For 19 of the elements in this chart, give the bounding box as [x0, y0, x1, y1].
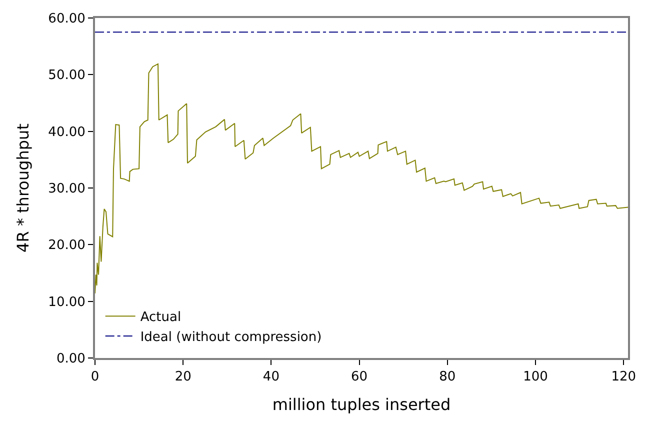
y-tick-label: 50.00	[48, 68, 86, 84]
y-tick-label: 60.00	[48, 12, 86, 27]
y-axis-title: 4R * throughput	[14, 124, 33, 252]
x-tick-label: 100	[523, 370, 548, 385]
y-tick-label: 0.00	[56, 352, 86, 367]
line-series	[95, 63, 628, 294]
legend-label: Actual	[140, 310, 182, 326]
x-tick-label: 20	[174, 370, 192, 385]
x-tick-label: 40	[262, 370, 280, 385]
y-tick-label: 30.00	[48, 182, 86, 197]
y-tick-label: 20.00	[48, 238, 86, 254]
x-tick-label: 120	[611, 370, 636, 385]
x-tick-label: 0	[90, 370, 100, 385]
x-tick-label: 80	[439, 370, 456, 385]
y-tick-label: 40.00	[48, 124, 86, 140]
x-axis-title: million tuples inserted	[272, 394, 451, 414]
legend-label: Ideal (without compression)	[140, 330, 322, 346]
y-tick-label: 10.00	[48, 294, 86, 310]
x-tick-label: 60	[351, 370, 368, 385]
